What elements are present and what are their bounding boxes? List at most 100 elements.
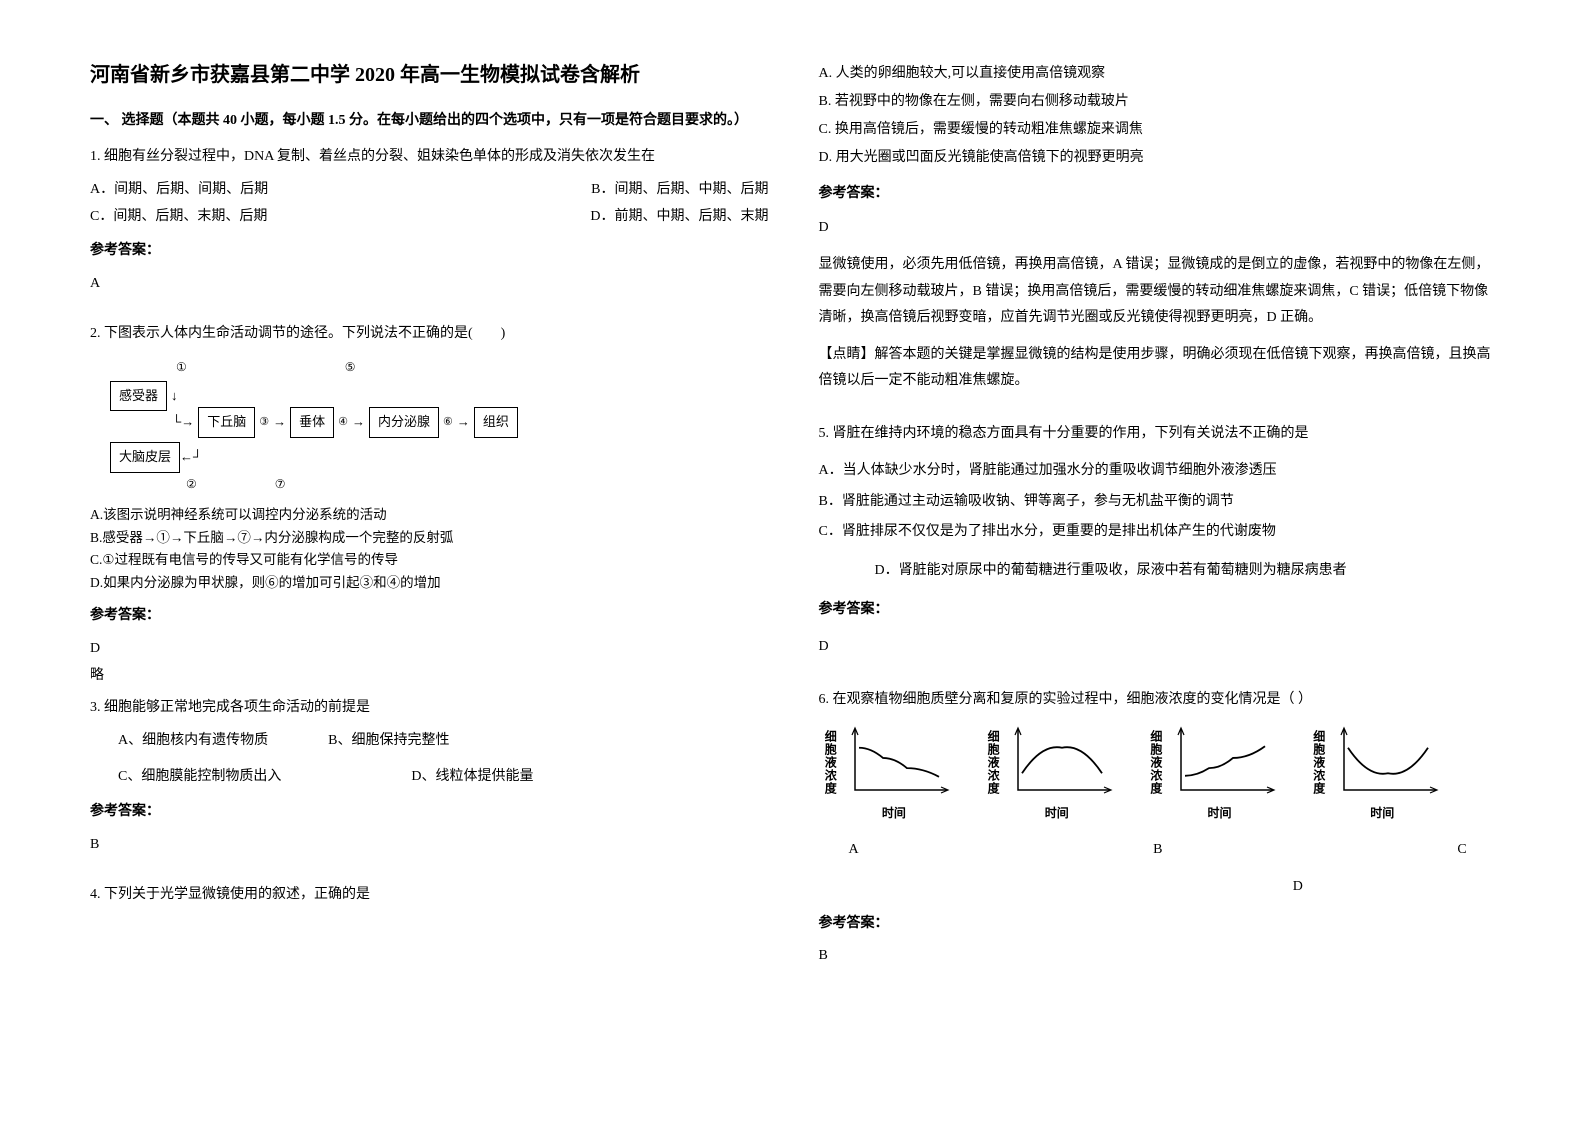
q6-answer: B [819, 943, 1498, 970]
q5-optC: C．肾脏排尿不仅仅是为了排出水分，更重要的是排出机体产生的代谢废物 [819, 517, 1498, 548]
q4-optA: A. 人类的卵细胞较大,可以直接使用高倍镜观察 [819, 60, 1498, 88]
box-hypothalamus: 下丘脑 [198, 407, 255, 438]
q3-optC: C、细胞膜能控制物质出入 [118, 764, 281, 791]
circle-4: ④ [338, 412, 348, 433]
q2-answer-label: 参考答案： [90, 603, 769, 630]
q6-label-A: A [819, 835, 889, 866]
q1-optB: B．间期、后期、中期、后期 [591, 177, 768, 204]
q6-ylabel-0: 细胞液浓度 [819, 730, 842, 795]
q5-text: 5. 肾脏在维持内环境的稳态方面具有十分重要的作用，下列有关说法不正确的是 [819, 419, 1498, 450]
q6-ylabel-1: 细胞液浓度 [981, 730, 1004, 795]
q6-xlabel-0: 时间 [882, 802, 906, 825]
box-cortex: 大脑皮层 [110, 442, 180, 473]
q1-text: 1. 细胞有丝分裂过程中，DNA 复制、着丝点的分裂、姐妹染色单体的形成及消失依… [90, 144, 769, 171]
arrow-lr-icon: └→ [172, 410, 194, 435]
q6-chart-3: 细胞液浓度时间 [1307, 725, 1440, 825]
q1-row2: C．间期、后期、末期、后期 D．前期、中期、后期、末期 [90, 204, 769, 231]
arrow-right-icon-3: → [457, 410, 470, 435]
q1-optA: A．间期、后期、间期、后期 [90, 177, 268, 204]
q3-answer: B [90, 832, 769, 859]
q2-answer: D [90, 636, 769, 663]
q1-answer-label: 参考答案： [90, 238, 769, 265]
chart-svg-3 [1330, 725, 1440, 800]
q2-sub-options: A.该图示说明神经系统可以调控内分泌系统的活动 B.感受器→①→下丘脑→⑦→内分… [90, 504, 769, 596]
q6-ylabel-3: 细胞液浓度 [1307, 730, 1330, 795]
exam-title: 河南省新乡市获嘉县第二中学 2020 年高一生物模拟试卷含解析 [90, 60, 769, 90]
q6-chart-2: 细胞液浓度时间 [1144, 725, 1277, 825]
q5-answer-label: 参考答案： [819, 595, 1498, 626]
circle-1: ① [176, 356, 187, 379]
arrow-up-left-icon: ←┘ [180, 445, 202, 470]
question-2: 2. 下图表示人体内生命活动调节的途径。下列说法不正确的是( ) ① ⑤ 感受器… [90, 321, 769, 689]
q6-labels-2: D [819, 872, 1498, 903]
q3-optB: B、细胞保持完整性 [328, 728, 449, 755]
box-tissue: 组织 [474, 407, 518, 438]
circle-2: ② [186, 473, 197, 496]
arrow-right-icon-2: → [352, 410, 365, 435]
q6-label-D: D [1293, 872, 1303, 903]
arrow-right-icon: → [273, 410, 286, 435]
box-receptor: 感受器 [110, 381, 167, 412]
q6-charts: 细胞液浓度时间细胞液浓度时间细胞液浓度时间细胞液浓度时间 [819, 725, 1498, 825]
q6-answer-label: 参考答案： [819, 911, 1498, 938]
q6-chart-0: 细胞液浓度时间 [819, 725, 952, 825]
box-pituitary: 垂体 [290, 407, 334, 438]
q5-answer: D [819, 632, 1498, 663]
q2-subA: A.该图示说明神经系统可以调控内分泌系统的活动 [90, 504, 769, 527]
q6-label-C: C [1427, 835, 1497, 866]
q1-answer: A [90, 271, 769, 298]
q6-ylabel-2: 细胞液浓度 [1144, 730, 1167, 795]
q1-optD: D．前期、中期、后期、末期 [590, 204, 768, 231]
q6-label-B: B [1123, 835, 1193, 866]
q4-tip: 【点睛】解答本题的关键是掌握显微镜的结构是使用步骤，明确必须现在低倍镜下观察，再… [819, 342, 1498, 395]
q4-answer-label: 参考答案： [819, 180, 1498, 208]
q5-optB: B．肾脏能通过主动运输吸收钠、钾等离子，参与无机盐平衡的调节 [819, 487, 1498, 518]
q2-note: 略 [90, 663, 769, 690]
arrow-down-icon: ↓ [171, 384, 178, 409]
q3-answer-label: 参考答案： [90, 799, 769, 826]
question-1: 1. 细胞有丝分裂过程中，DNA 复制、着丝点的分裂、姐妹染色单体的形成及消失依… [90, 144, 769, 307]
q4-text: 4. 下列关于光学显微镜使用的叙述，正确的是 [90, 882, 769, 909]
q5-optA: A．当人体缺少水分时，肾脏能通过加强水分的重吸收调节细胞外液渗透压 [819, 456, 1498, 487]
q4-answer: D [819, 214, 1498, 242]
q6-xlabel-3: 时间 [1370, 802, 1394, 825]
q4-explanation: 显微镜使用，必须先用低倍镜，再换用高倍镜，A 错误；显微镜成的是倒立的虚像，若视… [819, 252, 1498, 332]
q3-optA: A、细胞核内有遗传物质 [118, 728, 268, 755]
q1-optC: C．间期、后期、末期、后期 [90, 204, 267, 231]
circle-3: ③ [259, 412, 269, 433]
question-4-stem: 4. 下列关于光学显微镜使用的叙述，正确的是 [90, 882, 769, 915]
q2-subC: C.①过程既有电信号的传导又可能有化学信号的传导 [90, 549, 769, 572]
q2-text: 2. 下图表示人体内生命活动调节的途径。下列说法不正确的是( ) [90, 321, 769, 348]
q1-row1: A．间期、后期、间期、后期 B．间期、后期、中期、后期 [90, 177, 769, 204]
box-endocrine: 内分泌腺 [369, 407, 439, 438]
q4-optD: D. 用大光圈或凹面反光镜能使高倍镜下的视野更明亮 [819, 144, 1498, 172]
question-6: 6. 在观察植物细胞质壁分离和复原的实验过程中，细胞液浓度的变化情况是（ ） 细… [819, 687, 1498, 980]
q3-row1: A、细胞核内有遗传物质 B、细胞保持完整性 [90, 728, 769, 755]
q3-optD: D、线粒体提供能量 [411, 764, 533, 791]
q2-diagram: ① ⑤ 感受器 ↓ └→ 下丘脑 ③ → 垂体 ④ → 内分泌腺 ⑥ [110, 356, 769, 496]
right-column: A. 人类的卵细胞较大,可以直接使用高倍镜观察 B. 若视野中的物像在左侧，需要… [819, 60, 1498, 1062]
chart-svg-2 [1167, 725, 1277, 800]
q2-subB: B.感受器→①→下丘脑→⑦→内分泌腺构成一个完整的反射弧 [90, 527, 769, 550]
left-column: 河南省新乡市获嘉县第二中学 2020 年高一生物模拟试卷含解析 一、 选择题（本… [90, 60, 769, 1062]
q6-xlabel-2: 时间 [1207, 802, 1231, 825]
q3-row2: C、细胞膜能控制物质出入 D、线粒体提供能量 [90, 764, 769, 791]
chart-svg-0 [841, 725, 951, 800]
question-4-options: A. 人类的卵细胞较大,可以直接使用高倍镜观察 B. 若视野中的物像在左侧，需要… [819, 60, 1498, 405]
chart-svg-1 [1004, 725, 1114, 800]
section-1-header: 一、 选择题（本题共 40 小题，每小题 1.5 分。在每小题给出的四个选项中，… [90, 110, 769, 132]
q6-chart-1: 细胞液浓度时间 [981, 725, 1114, 825]
q2-subD: D.如果内分泌腺为甲状腺，则⑥的增加可引起③和④的增加 [90, 572, 769, 595]
question-5: 5. 肾脏在维持内环境的稳态方面具有十分重要的作用，下列有关说法不正确的是 A．… [819, 419, 1498, 673]
q5-optD: D．肾脏能对原尿中的葡萄糖进行重吸收，尿液中若有葡萄糖则为糖尿病患者 [819, 556, 1498, 587]
q3-text: 3. 细胞能够正常地完成各项生命活动的前提是 [90, 695, 769, 722]
q6-text: 6. 在观察植物细胞质壁分离和复原的实验过程中，细胞液浓度的变化情况是（ ） [819, 687, 1498, 714]
circle-7: ⑦ [275, 473, 286, 496]
q6-labels: A B C [819, 835, 1498, 866]
question-3: 3. 细胞能够正常地完成各项生命活动的前提是 A、细胞核内有遗传物质 B、细胞保… [90, 695, 769, 868]
q6-xlabel-1: 时间 [1045, 802, 1069, 825]
q4-optB: B. 若视野中的物像在左侧，需要向右侧移动载玻片 [819, 88, 1498, 116]
circle-6: ⑥ [443, 412, 453, 433]
circle-5: ⑤ [345, 356, 356, 379]
q4-optC: C. 换用高倍镜后，需要缓慢的转动粗准焦螺旋来调焦 [819, 116, 1498, 144]
